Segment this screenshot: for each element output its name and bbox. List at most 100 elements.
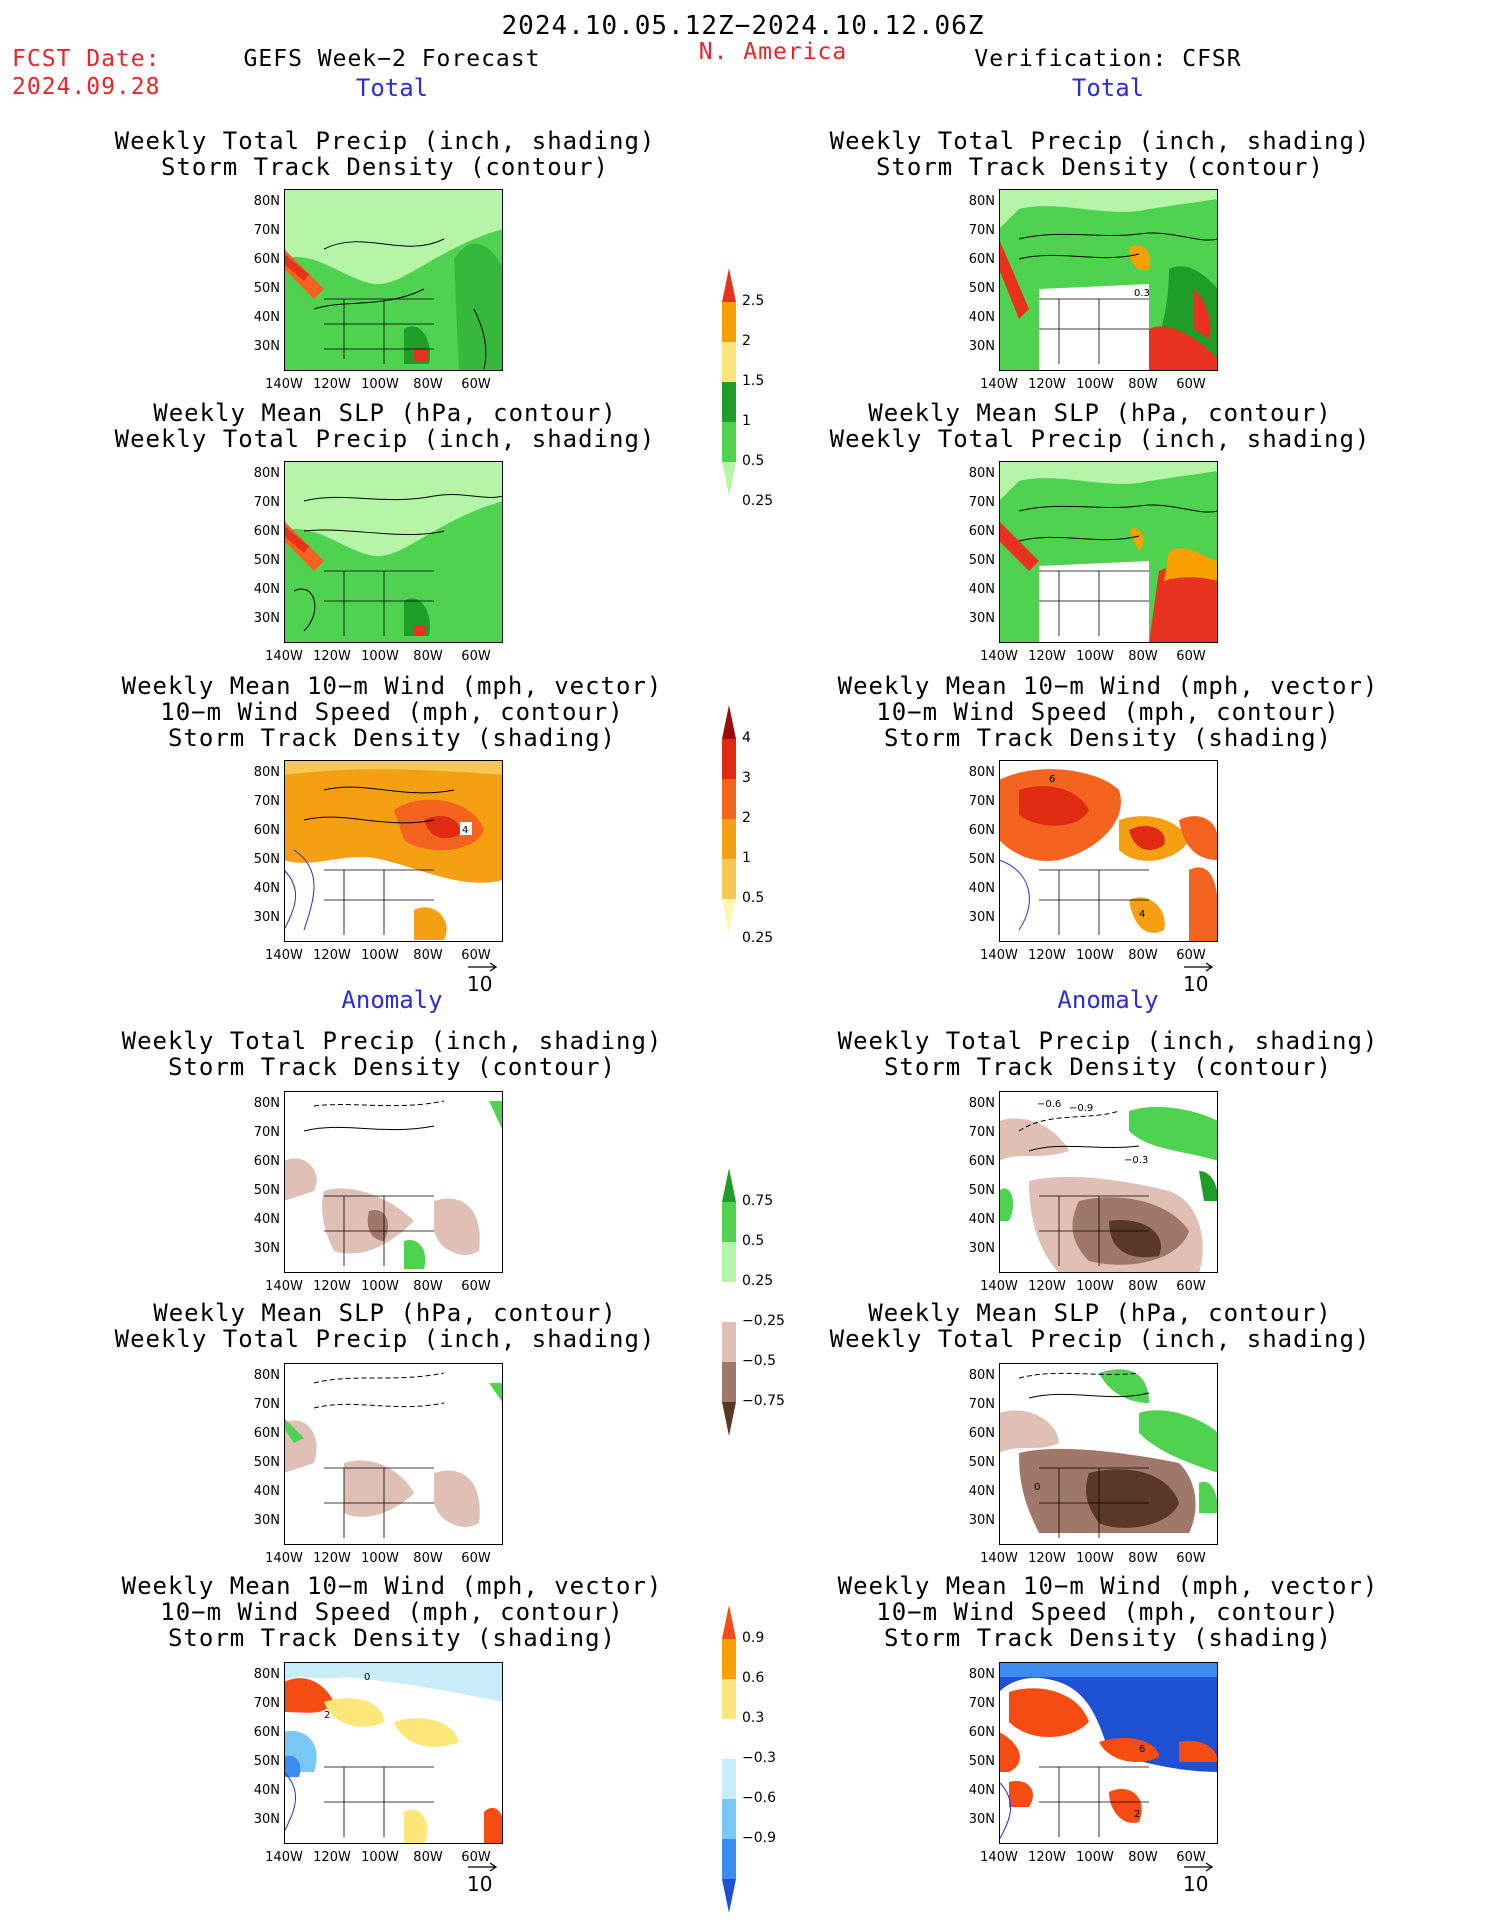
lon-tick-label: 80W [1128, 1279, 1158, 1294]
colorbar-label: −0.3 [742, 1750, 776, 1766]
lon-tick-label: 140W [980, 1850, 1018, 1865]
lat-tick-label: 60N [968, 1426, 995, 1441]
lon-tick-label: 120W [313, 377, 351, 392]
colorbar-label: 1 [742, 413, 751, 429]
fcst-date-value: 2024.09.28 [12, 74, 161, 100]
lon-tick-label: 120W [1028, 377, 1066, 392]
vector-reference-fc-total: 10 [467, 962, 499, 996]
colorbar-label: 0.25 [742, 493, 774, 509]
colorbar-swatch [722, 1719, 736, 1759]
colorbar-label: 2 [742, 333, 751, 349]
lon-tick-label: 140W [980, 649, 1018, 664]
lon-tick-label: 140W [980, 1551, 1018, 1566]
colorbar-track-total: 4 3 2 1 0.5 0.25 [722, 705, 773, 946]
map-ver-anom-wind-track: 6 2 [999, 1662, 1218, 1844]
colorbar-label: 2.5 [742, 293, 765, 309]
colorbar-precip-anom: 0.75 0.5 0.25 −0.25 −0.5 −0.75 [722, 1168, 785, 1440]
lat-tick-label: 80N [968, 1368, 995, 1383]
map-ver-total-precip-track: 0.3 [999, 189, 1218, 371]
lat-tick-label: 30N [253, 1513, 280, 1528]
contour-label: 4 [462, 825, 468, 836]
map-ver-total-slp-precip [999, 461, 1218, 643]
lon-tick-label: 100W [361, 1551, 399, 1566]
lat-tick-label: 30N [253, 611, 280, 626]
lon-tick-label: 80W [1128, 1850, 1158, 1865]
colorbar-swatch [722, 1322, 736, 1362]
lat-tick-label: 50N [253, 281, 280, 296]
colorbar-label: 0.5 [742, 453, 765, 469]
lat-tick-label: 60N [968, 252, 995, 267]
colorbar-label: 2 [742, 810, 751, 826]
vector-reference-value: 10 [467, 972, 493, 996]
lat-tick-label: 50N [253, 852, 280, 867]
lat-tick-label: 70N [253, 1125, 280, 1140]
lon-tick-label: 100W [361, 377, 399, 392]
colorbar-swatch [722, 1362, 736, 1402]
lon-tick-label: 120W [313, 1279, 351, 1294]
lon-tick-label: 100W [1076, 1279, 1114, 1294]
lon-tick-label: 60W [1176, 649, 1206, 664]
lat-tick-label: 80N [253, 765, 280, 780]
lat-tick-label: 70N [968, 794, 995, 809]
map-ver-anom-precip-track: −0.6 −0.9 −0.3 [999, 1091, 1218, 1273]
lon-tick-label: 60W [1176, 1551, 1206, 1566]
lon-tick-label: 80W [1128, 948, 1158, 963]
lon-tick-label: 120W [1028, 1551, 1066, 1566]
colorbar-swatches [722, 268, 736, 496]
lat-tick-label: 40N [968, 1783, 995, 1798]
contour-label: −0.3 [1124, 1155, 1148, 1166]
arrow-icon [1184, 962, 1214, 972]
lat-tick-label: 40N [253, 582, 280, 597]
lat-tick-label: 80N [253, 194, 280, 209]
colorbar-swatch [722, 1605, 736, 1639]
lat-tick-label: 50N [253, 1183, 280, 1198]
lon-tick-label: 100W [1076, 948, 1114, 963]
vector-reference-fc-anom: 10 [467, 1862, 499, 1896]
lat-tick-label: 60N [968, 524, 995, 539]
section-total-left: Total [355, 74, 429, 102]
lat-tick-label: 40N [968, 881, 995, 896]
lat-tick-label: 70N [968, 1696, 995, 1711]
lon-tick-label: 120W [313, 948, 351, 963]
verification-title: Verification: CFSR [974, 46, 1242, 72]
colorbar-swatch [722, 859, 736, 899]
lat-tick-label: 70N [968, 223, 995, 238]
lon-tick-label: 60W [1176, 1850, 1206, 1865]
contour-label: 6 [1049, 774, 1055, 785]
lon-tick-label: 140W [265, 649, 303, 664]
arrow-icon [468, 1862, 498, 1872]
lon-tick-label: 60W [461, 1279, 491, 1294]
map-fc-anom-wind-track: 0 2 [284, 1662, 503, 1844]
map-fc-total-precip-track [284, 189, 503, 371]
region-title: N. America [698, 39, 848, 65]
lon-tick-label: 80W [1128, 649, 1158, 664]
colorbar-swatch [722, 1879, 736, 1913]
lat-tick-label: 70N [253, 1696, 280, 1711]
lon-tick-label: 140W [980, 1279, 1018, 1294]
lon-tick-label: 120W [1028, 948, 1066, 963]
section-anomaly-right: Anomaly [1057, 986, 1159, 1014]
lon-tick-label: 60W [1176, 948, 1206, 963]
colorbar-swatch [722, 819, 736, 859]
lon-tick-label: 140W [980, 948, 1018, 963]
contour-label: 0.3 [1134, 288, 1150, 299]
lon-tick-label: 100W [361, 1850, 399, 1865]
title-ver-total-wind-track: Weekly Mean 10−m Wind (mph, vector) 10−m… [837, 672, 1379, 752]
map-ver-anom-slp-precip: 0 [999, 1363, 1218, 1545]
lat-tick-label: 60N [968, 1725, 995, 1740]
contour-label: 0 [1034, 1482, 1040, 1493]
colorbar-label: 0.25 [742, 930, 774, 946]
section-total-right: Total [1071, 74, 1145, 102]
lat-tick-label: 70N [968, 1125, 995, 1140]
lon-tick-label: 140W [265, 377, 303, 392]
colorbar-label: 0.5 [742, 890, 765, 906]
lon-tick-label: 80W [413, 1850, 443, 1865]
contour-label: −0.6 [1037, 1099, 1061, 1110]
colorbar-swatch [722, 899, 736, 933]
lat-tick-label: 60N [253, 252, 280, 267]
colorbar-label: 0.6 [742, 1670, 765, 1686]
lon-tick-label: 140W [265, 1279, 303, 1294]
colorbar-label: 0.9 [742, 1630, 765, 1646]
lon-tick-label: 140W [265, 1850, 303, 1865]
colorbar-swatch [722, 1282, 736, 1322]
